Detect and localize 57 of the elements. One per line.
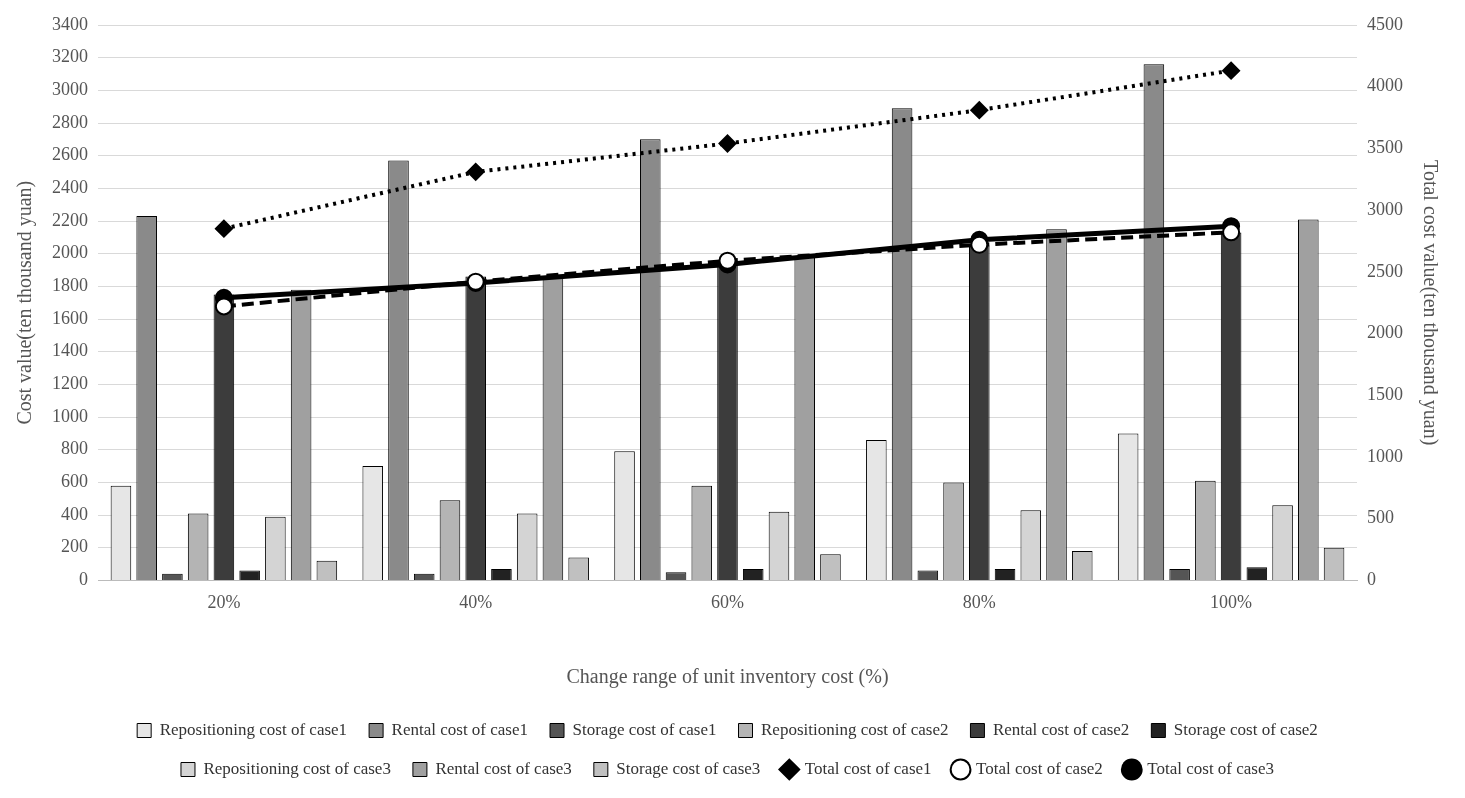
x-tick-label: 40% [459, 591, 493, 612]
y2-tick-label: 2500 [1367, 260, 1403, 281]
y-tick-label: 2800 [52, 111, 88, 132]
y-tick-label: 1800 [52, 275, 88, 296]
point [214, 297, 233, 316]
x-axis-title: Change range of unit inventory cost (%) [566, 665, 889, 689]
point [718, 134, 737, 153]
legend-label: Total cost of case3 [1147, 758, 1275, 778]
y-tick-label: 2600 [52, 144, 88, 165]
y2-tick-label: 4000 [1367, 75, 1403, 96]
x-tick-label: 20% [207, 591, 241, 612]
y-tick-label: 1000 [52, 405, 88, 426]
y-tick-label: 800 [61, 438, 88, 459]
y-axis-title: Cost value(ten thousand yuan) [13, 180, 37, 425]
y-tick-label: 1200 [52, 373, 88, 394]
y2-tick-label: 1500 [1367, 384, 1403, 404]
y-tick-label: 0 [79, 569, 88, 590]
y2-tick-label: 2000 [1367, 322, 1403, 343]
legend-label: Rental cost of case2 [992, 719, 1130, 739]
y-tick-label: 2000 [52, 242, 88, 263]
y2-tick-label: 1000 [1367, 445, 1403, 466]
point [466, 162, 485, 181]
legend-label: Repositioning cost of case1 [159, 719, 348, 739]
legend-label: Rental cost of case3 [435, 758, 572, 778]
y2-axis-title: Total cost value(ten thousand yuan) [1418, 160, 1442, 446]
legend-label: Total cost of case1 [804, 758, 932, 778]
y-tick-label: 200 [61, 536, 88, 557]
legend-label: Repositioning cost of case3 [203, 758, 391, 778]
x-tick-label: 80% [962, 591, 996, 612]
point [1222, 61, 1241, 80]
y-tick-label: 1400 [52, 340, 88, 361]
y-tick-label: 1600 [52, 307, 88, 328]
y-tick-label: 3400 [52, 13, 88, 34]
y2-tick-label: 0 [1367, 569, 1376, 590]
point [718, 251, 737, 270]
point [214, 219, 233, 238]
x-tick-label: 100% [1210, 591, 1253, 612]
y-tick-label: 3000 [52, 79, 88, 100]
y2-tick-label: 3500 [1367, 137, 1403, 158]
y-tick-label: 600 [61, 471, 88, 492]
legend-label: Storage cost of case1 [572, 719, 717, 739]
point [970, 235, 989, 254]
legend-label: Total cost of case2 [976, 758, 1103, 778]
point [970, 101, 989, 120]
legend-label: Repositioning cost of case2 [761, 719, 949, 739]
legend-label: Storage cost of case3 [616, 758, 761, 778]
y-tick-label: 400 [61, 503, 88, 524]
legend-label: Storage cost of case2 [1173, 719, 1318, 739]
y-tick-label: 3200 [52, 46, 88, 67]
x-tick-label: 60% [711, 591, 744, 612]
y-tick-label: 2200 [52, 209, 88, 230]
point [1222, 223, 1241, 242]
legend-label: Rental cost of case1 [391, 719, 529, 739]
y2-tick-label: 4500 [1367, 13, 1403, 34]
y-tick-label: 2400 [52, 177, 88, 198]
y2-tick-label: 500 [1367, 507, 1394, 528]
y2-tick-label: 3000 [1367, 198, 1403, 219]
